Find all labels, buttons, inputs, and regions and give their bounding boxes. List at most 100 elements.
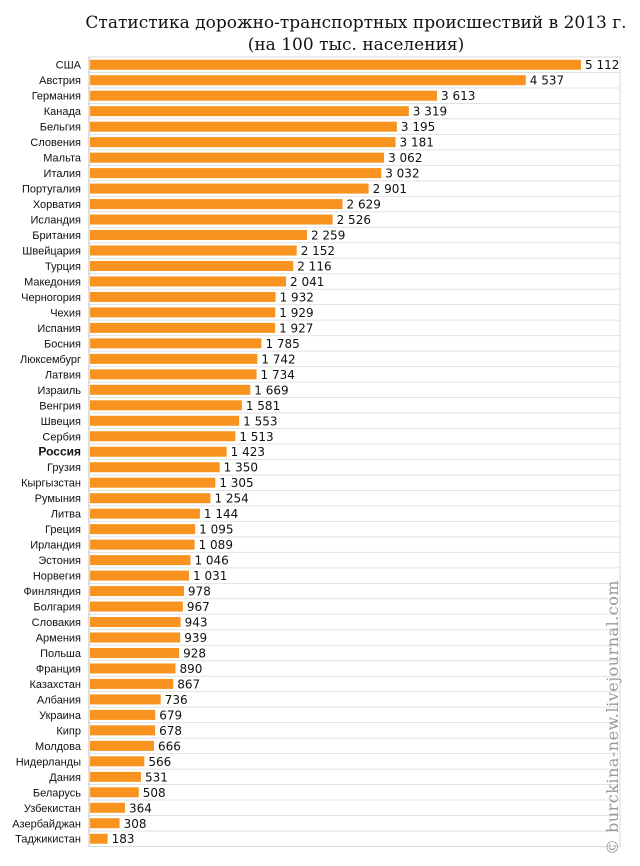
bar bbox=[90, 369, 257, 380]
plot-area: США 5 112 Австрия 4 537 Германия 3 613 Канада 3… bbox=[12, 56, 621, 847]
watermark: © burckina-new.livejournal.com bbox=[603, 580, 622, 855]
category-label: Литва bbox=[51, 509, 82, 521]
category-label: Швеция bbox=[41, 416, 81, 428]
bar bbox=[90, 493, 211, 504]
bar bbox=[90, 663, 176, 674]
category-label: Узбекистан bbox=[24, 803, 81, 815]
bar bbox=[90, 524, 196, 535]
category-label: Армения bbox=[36, 633, 81, 645]
category-label: Испания bbox=[37, 323, 81, 335]
data-label: 1 046 bbox=[194, 554, 228, 568]
data-label: 1 305 bbox=[219, 476, 253, 490]
bar bbox=[90, 168, 382, 179]
data-label: 1 553 bbox=[243, 414, 277, 428]
bar bbox=[90, 771, 142, 782]
bar bbox=[90, 59, 581, 70]
category-label: Черногория bbox=[21, 292, 81, 304]
category-label: Таджикистан bbox=[15, 834, 81, 846]
category-label: Хорватия bbox=[33, 199, 81, 211]
data-label: 678 bbox=[159, 724, 182, 738]
category-label: Сербия bbox=[42, 431, 81, 443]
category-label: Россия bbox=[38, 445, 81, 459]
data-label: 1 734 bbox=[261, 368, 295, 382]
data-label: 1 513 bbox=[239, 430, 273, 444]
data-label: 1 669 bbox=[254, 383, 288, 397]
bar bbox=[90, 431, 236, 442]
bar bbox=[90, 75, 526, 86]
chart-title-group: Статистика дорожно-транспортных происшес… bbox=[85, 13, 626, 55]
data-label: 566 bbox=[148, 755, 171, 769]
data-label: 2 152 bbox=[301, 244, 335, 258]
category-label: Албания bbox=[37, 694, 81, 706]
bar bbox=[90, 400, 242, 411]
category-label: Турция bbox=[45, 261, 81, 273]
data-label: 978 bbox=[188, 585, 211, 599]
category-label: Норвегия bbox=[33, 571, 81, 583]
watermark-group: © burckina-new.livejournal.com bbox=[603, 580, 622, 855]
data-label: 736 bbox=[165, 693, 188, 707]
bar bbox=[90, 90, 438, 101]
data-label: 939 bbox=[184, 631, 207, 645]
bar bbox=[90, 353, 258, 364]
data-label: 928 bbox=[183, 646, 206, 660]
data-label: 4 537 bbox=[530, 74, 564, 88]
data-label: 943 bbox=[185, 616, 208, 630]
category-label: Дания bbox=[49, 772, 81, 784]
data-label: 2 629 bbox=[347, 198, 381, 212]
data-label: 1 932 bbox=[280, 290, 314, 304]
bar bbox=[90, 415, 240, 426]
data-label: 1 350 bbox=[224, 461, 258, 475]
bar bbox=[90, 833, 108, 844]
bar bbox=[90, 539, 195, 550]
category-label: Швейцария bbox=[22, 246, 81, 258]
data-label: 1 929 bbox=[279, 306, 313, 320]
data-label: 3 181 bbox=[400, 136, 434, 150]
bar bbox=[90, 678, 174, 689]
data-label: 2 901 bbox=[373, 182, 407, 196]
category-label: Словакия bbox=[32, 617, 81, 629]
bar bbox=[90, 740, 154, 751]
data-label: 1 095 bbox=[199, 523, 233, 537]
category-label: Мальта bbox=[43, 153, 82, 165]
data-label: 3 032 bbox=[385, 167, 419, 181]
category-label: Украина bbox=[39, 710, 82, 722]
data-label: 1 742 bbox=[261, 352, 295, 366]
category-label: Молдова bbox=[35, 741, 82, 753]
data-label: 3 319 bbox=[413, 105, 447, 119]
category-label: США bbox=[56, 60, 82, 72]
bar bbox=[90, 570, 190, 581]
category-label: Израиль bbox=[38, 385, 82, 397]
category-label: Люксембург bbox=[20, 354, 81, 366]
bar bbox=[90, 214, 333, 225]
bar bbox=[90, 384, 251, 395]
data-label: 364 bbox=[129, 801, 152, 815]
category-label: Эстония bbox=[38, 555, 81, 567]
category-label: Ирландия bbox=[30, 540, 81, 552]
category-label: Казахстан bbox=[29, 679, 81, 691]
category-label: Португалия bbox=[22, 184, 81, 196]
category-label: Латвия bbox=[45, 369, 81, 381]
category-label: Бельгия bbox=[40, 122, 81, 134]
data-label: 967 bbox=[187, 600, 210, 614]
data-label: 666 bbox=[158, 739, 181, 753]
category-label: Македония bbox=[24, 276, 81, 288]
category-label: Грузия bbox=[47, 462, 81, 474]
bar bbox=[90, 586, 184, 597]
data-label: 1 581 bbox=[246, 399, 280, 413]
category-label: Кипр bbox=[56, 725, 81, 737]
bar bbox=[90, 199, 343, 210]
data-label: 3 613 bbox=[441, 89, 475, 103]
category-label: Канада bbox=[44, 106, 82, 118]
bar bbox=[90, 694, 161, 705]
category-label: Польша bbox=[40, 648, 82, 660]
data-label: 1 423 bbox=[231, 445, 265, 459]
category-label: Нидерланды bbox=[16, 756, 81, 768]
bar bbox=[90, 152, 385, 163]
bar bbox=[90, 338, 262, 349]
data-label: 2 116 bbox=[297, 259, 331, 273]
category-label: Болгария bbox=[33, 602, 81, 614]
data-label: 183 bbox=[112, 832, 135, 846]
data-label: 679 bbox=[159, 708, 182, 722]
data-label: 5 112 bbox=[585, 58, 619, 72]
